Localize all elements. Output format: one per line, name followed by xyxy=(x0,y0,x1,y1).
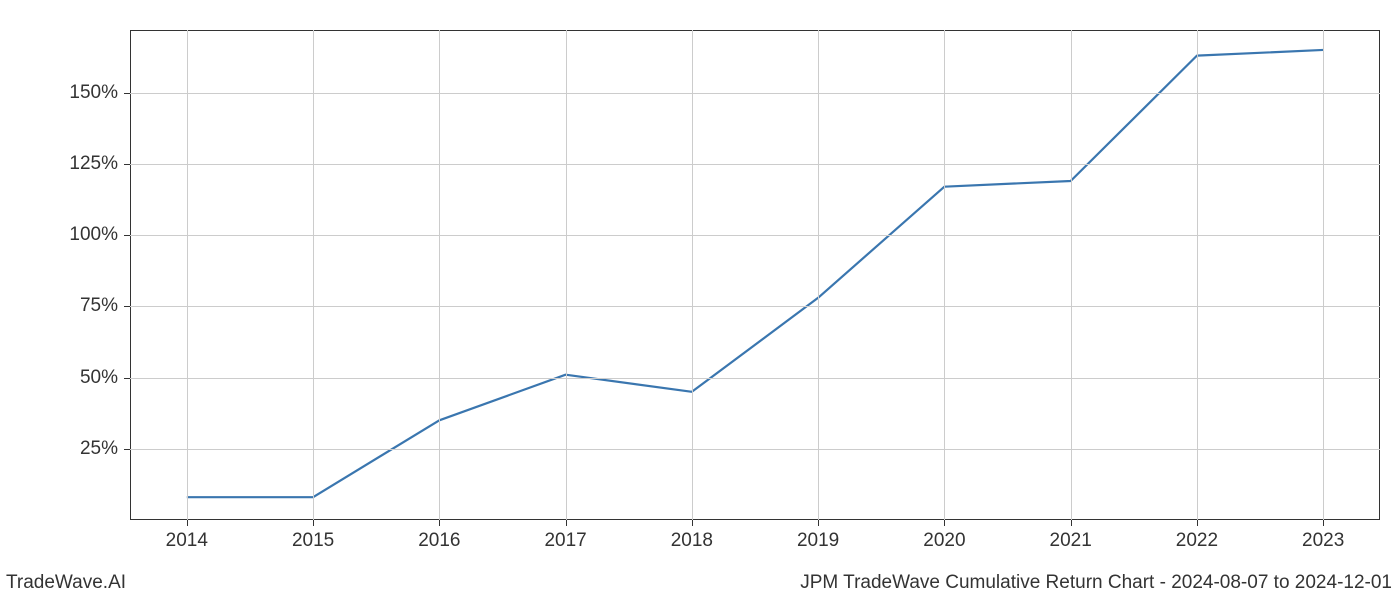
y-tick-mark xyxy=(124,449,130,450)
x-tick-mark xyxy=(944,520,945,526)
x-tick-mark xyxy=(692,520,693,526)
y-tick-mark xyxy=(124,93,130,94)
grid-line-vertical xyxy=(944,30,945,520)
grid-line-vertical xyxy=(1071,30,1072,520)
grid-line-vertical xyxy=(692,30,693,520)
y-tick-label: 75% xyxy=(0,295,118,317)
chart-container: 25% 50% 75% 100% 125% 150% 2014 2015 2016 2017 20… xyxy=(0,0,1400,600)
grid-line-horizontal xyxy=(130,93,1380,94)
x-tick-mark xyxy=(1071,520,1072,526)
grid-line-horizontal xyxy=(130,449,1380,450)
grid-line-vertical xyxy=(313,30,314,520)
grid-line-horizontal xyxy=(130,164,1380,165)
plot-area xyxy=(130,30,1380,520)
y-tick-mark xyxy=(124,378,130,379)
x-tick-label: 2016 xyxy=(418,530,460,552)
grid-line-vertical xyxy=(1323,30,1324,520)
grid-line-vertical xyxy=(566,30,567,520)
x-tick-label: 2017 xyxy=(544,530,586,552)
x-tick-mark xyxy=(818,520,819,526)
x-tick-label: 2014 xyxy=(166,530,208,552)
grid-line-vertical xyxy=(1197,30,1198,520)
grid-line-vertical xyxy=(187,30,188,520)
x-tick-label: 2018 xyxy=(671,530,713,552)
x-tick-mark xyxy=(1323,520,1324,526)
y-tick-label: 50% xyxy=(0,367,118,389)
x-tick-label: 2019 xyxy=(797,530,839,552)
x-tick-mark xyxy=(439,520,440,526)
x-tick-mark xyxy=(1197,520,1198,526)
grid-line-vertical xyxy=(439,30,440,520)
x-tick-mark xyxy=(313,520,314,526)
footer-left-text: TradeWave.AI xyxy=(6,572,126,594)
x-tick-label: 2023 xyxy=(1302,530,1344,552)
x-tick-label: 2020 xyxy=(923,530,965,552)
x-tick-label: 2022 xyxy=(1176,530,1218,552)
grid-line-horizontal xyxy=(130,378,1380,379)
y-tick-label: 25% xyxy=(0,438,118,460)
grid-line-horizontal xyxy=(130,235,1380,236)
y-tick-mark xyxy=(124,306,130,307)
x-tick-mark xyxy=(187,520,188,526)
return-line xyxy=(187,50,1323,497)
y-tick-label: 150% xyxy=(0,82,118,104)
footer-right-text: JPM TradeWave Cumulative Return Chart - … xyxy=(800,572,1392,594)
x-tick-label: 2021 xyxy=(1050,530,1092,552)
y-tick-label: 125% xyxy=(0,153,118,175)
line-series xyxy=(130,30,1380,520)
x-tick-label: 2015 xyxy=(292,530,334,552)
x-tick-mark xyxy=(566,520,567,526)
grid-line-horizontal xyxy=(130,306,1380,307)
grid-line-vertical xyxy=(818,30,819,520)
y-tick-mark xyxy=(124,164,130,165)
y-tick-label: 100% xyxy=(0,224,118,246)
y-tick-mark xyxy=(124,235,130,236)
